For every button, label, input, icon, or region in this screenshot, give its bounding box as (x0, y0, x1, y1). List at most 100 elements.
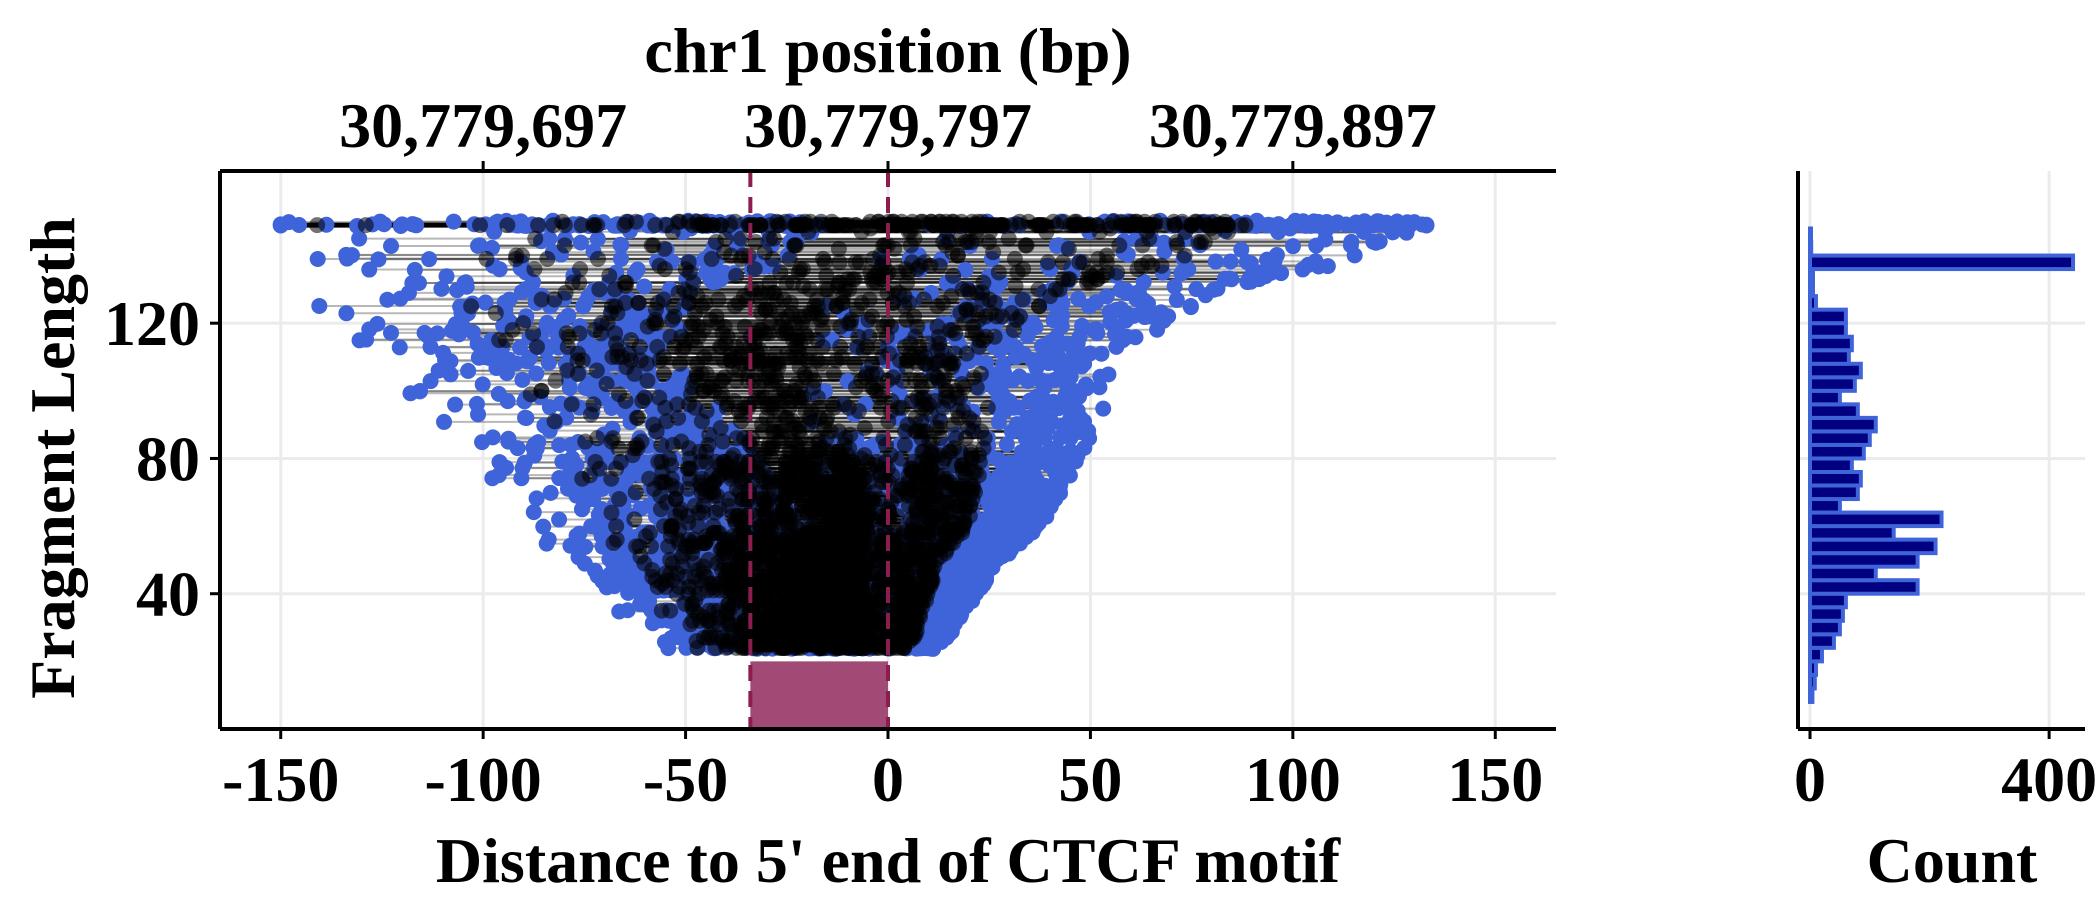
fragment-start-point (375, 216, 392, 233)
fragment-start-point (453, 315, 470, 332)
fragment-end-point (1273, 265, 1290, 282)
fragment-start-point (513, 470, 530, 487)
fragment-start-point (438, 268, 455, 285)
fragment-end-point (987, 378, 1004, 395)
fragment-end-point (1035, 405, 1052, 422)
fragment-start-point (338, 305, 355, 322)
fragment-start-point (383, 237, 400, 254)
fragment-end-point (1300, 256, 1317, 273)
fragment-start-point (500, 433, 517, 450)
fragment-end-point (1047, 344, 1064, 361)
fragment-end-point (1113, 300, 1130, 317)
fragment-end-point (1070, 290, 1087, 307)
fragment-start-point (641, 593, 658, 610)
fragment-end-point (1109, 318, 1126, 335)
fragment-end-point (929, 605, 946, 622)
fragment-end-point (1004, 372, 1021, 389)
fragment-core-point (717, 230, 734, 247)
fragment-start-point (309, 251, 326, 268)
fragment-start-point (589, 230, 606, 247)
fragment-start-point (351, 230, 368, 247)
fragment-start-point (616, 558, 633, 575)
fragment-end-point (1173, 265, 1190, 282)
fragment-start-point (498, 365, 515, 382)
fragment-start-point (512, 339, 529, 356)
fragment-end-point (1233, 241, 1250, 258)
fragment-end-point (1028, 517, 1045, 534)
fragment-core-point (626, 511, 643, 528)
fragment-start-point (419, 328, 436, 345)
fragment-end-point (1112, 282, 1129, 299)
fragment-end-point (1304, 216, 1321, 233)
fragment-start-point (516, 454, 533, 471)
fragment-end-point (1270, 223, 1287, 240)
fragment-start-point (391, 339, 408, 356)
fragment-start-point (369, 315, 386, 332)
fragment-end-point (1223, 271, 1240, 288)
fragment-end-point (1001, 393, 1018, 410)
fragment-end-point (1042, 498, 1059, 515)
fragment-end-point (1108, 338, 1125, 355)
fragment-end-point (1019, 373, 1036, 390)
fragment-start-point (551, 511, 568, 528)
fragment-end-point (990, 414, 1007, 431)
fragment-start-point (612, 250, 629, 267)
fragment-end-point (1058, 335, 1075, 352)
fragment-start-point (601, 551, 618, 568)
fragment-start-point (528, 490, 545, 507)
fragment-end-point (988, 480, 1005, 497)
fragment-start-point (406, 261, 423, 278)
fragment-end-point (1182, 298, 1199, 315)
fragment-end-point (1287, 212, 1304, 229)
fragment-start-point (383, 324, 400, 341)
fragment-start-point (541, 230, 558, 247)
fragment-start-point (679, 420, 696, 437)
fragment-end-point (1057, 464, 1074, 481)
fragment-start-point (361, 261, 378, 278)
fragment-start-point (535, 518, 552, 535)
fragment-start-point (457, 274, 474, 291)
fragment-end-point (1070, 388, 1087, 405)
fragment-start-point (404, 275, 421, 292)
fragment-start-point (392, 290, 409, 307)
fragment-start-point (490, 352, 507, 369)
fragment-start-point (474, 434, 491, 451)
fragment-start-point (636, 278, 653, 295)
fragment-end-point (933, 626, 950, 643)
fragment-start-point (514, 371, 531, 388)
fragment-end-point (1127, 329, 1144, 346)
fragment-start-point (442, 366, 459, 383)
fragment-end-point (1380, 217, 1397, 234)
fragment-start-point (499, 393, 516, 410)
fragment-end-point (1168, 291, 1185, 308)
fragment-start-point (421, 251, 438, 268)
fragment-end-point (993, 542, 1010, 559)
fragment-end-point (1319, 258, 1336, 275)
fragment-end-point (1207, 253, 1224, 270)
fragment-end-point (1072, 410, 1089, 427)
fragment-start-point (474, 376, 491, 393)
fragment-end-point (1135, 292, 1152, 309)
fragment-start-point (542, 484, 559, 501)
fragment-end-point (1166, 278, 1183, 295)
fragment-core-point (746, 261, 763, 278)
fragment-start-point (470, 237, 487, 254)
fragment-end-point (997, 460, 1014, 477)
fragment-start-point (311, 297, 328, 314)
fragment-end-point (1239, 274, 1256, 291)
fragment-endpoints (272, 212, 1435, 657)
fragment-start-point (627, 379, 644, 396)
fragment-start-point (528, 365, 545, 382)
fragment-end-point (1045, 312, 1062, 329)
fragment-start-point (490, 467, 507, 484)
fragment-start-point (343, 247, 360, 264)
fragment-end-point (1055, 417, 1072, 434)
fragment-end-point (1029, 446, 1046, 463)
fragment-start-point (272, 216, 289, 233)
fragment-end-point (1039, 420, 1056, 437)
fragment-start-point (612, 236, 629, 253)
fragment-end-point (1098, 288, 1115, 305)
fragment-start-point (517, 409, 534, 426)
fragment-start-point (594, 573, 611, 590)
